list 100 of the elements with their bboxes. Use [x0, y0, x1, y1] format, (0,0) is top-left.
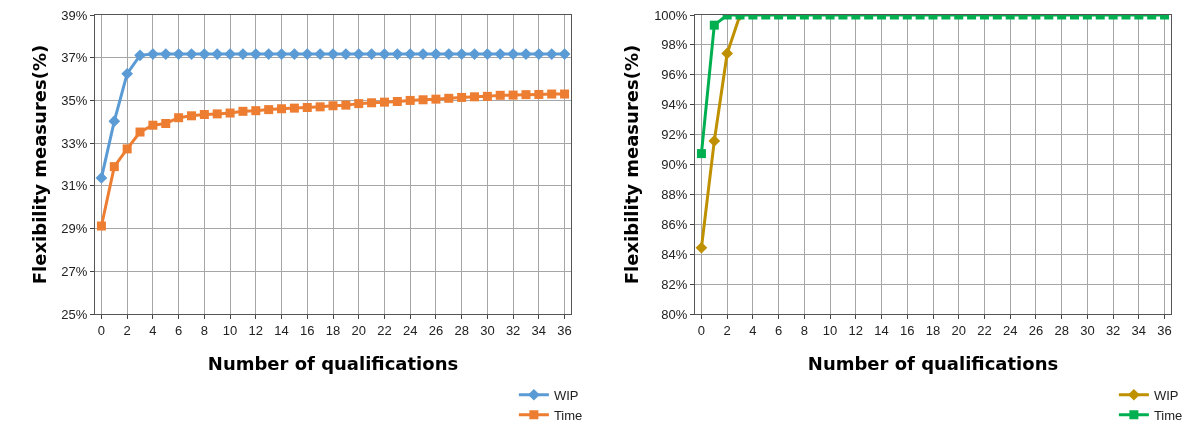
point [521, 90, 531, 100]
point [121, 67, 134, 80]
y-tick-label: 29% [61, 221, 88, 237]
x-tick-label: 22 [377, 322, 392, 338]
point [174, 113, 184, 123]
y-tick-label: 92% [661, 127, 688, 143]
point [547, 89, 557, 99]
point [470, 92, 480, 102]
y-tick-label: 96% [661, 67, 688, 83]
point [109, 162, 119, 172]
y-tick-label: 84% [661, 246, 688, 262]
legend-label: WIP [1153, 387, 1179, 403]
x-tick-label: 4 [749, 322, 757, 338]
point [444, 93, 454, 103]
y-tick-label: 37% [61, 50, 88, 66]
point [482, 91, 492, 101]
x-tick-label: 6 [175, 322, 183, 338]
y-tick-label: 33% [61, 135, 88, 151]
point [507, 48, 519, 60]
x-tick-label: 16 [900, 322, 915, 338]
point [225, 108, 235, 118]
x-tick-label: 16 [300, 322, 315, 338]
x-tick-label: 24 [1002, 322, 1018, 338]
x-tick-label: 8 [200, 322, 208, 338]
point [418, 95, 428, 105]
x-tick-label: 34 [1131, 322, 1147, 338]
y-axis-title: Flexibility measures(%) [621, 44, 643, 285]
point [161, 118, 171, 128]
x-tick-label: 32 [1105, 322, 1121, 338]
y-tick-label: 90% [661, 157, 688, 173]
point [708, 135, 721, 147]
point [147, 48, 159, 60]
x-tick-label: 20 [951, 322, 966, 338]
y-tick-label: 35% [61, 92, 88, 108]
x-tick-label: 18 [325, 322, 341, 338]
point [721, 47, 734, 60]
point [328, 101, 338, 111]
x-axis-title: Number of qualifications [807, 352, 1059, 374]
point [696, 149, 706, 159]
point [534, 89, 544, 99]
point [148, 120, 158, 130]
x-tick-label: 26 [428, 322, 444, 338]
point [135, 127, 145, 137]
x-tick-label: 28 [454, 322, 469, 338]
point [495, 90, 505, 100]
x-tick-label: 0 [97, 322, 106, 338]
y-tick-label: 39% [61, 7, 88, 23]
point [457, 92, 467, 102]
point [468, 48, 481, 60]
x-tick-label: 10 [822, 322, 838, 338]
legend-label: WIP [553, 387, 579, 403]
x-tick-label: 4 [149, 322, 157, 338]
point [122, 144, 132, 154]
point [695, 241, 708, 254]
point [430, 48, 442, 60]
point [264, 105, 274, 115]
x-tick-label: 0 [697, 322, 706, 338]
x-tick-label: 12 [248, 322, 264, 338]
point [302, 102, 312, 112]
point [95, 172, 108, 184]
point [379, 97, 389, 107]
legend-label: Time [553, 407, 583, 423]
point [315, 102, 325, 112]
y-tick-label: 86% [661, 216, 688, 232]
y-tick-label: 31% [61, 178, 88, 194]
x-axis-title: Number of qualifications [207, 352, 459, 374]
point [134, 49, 146, 62]
y-tick-label: 80% [661, 306, 688, 322]
point [289, 103, 299, 113]
y-axis-title: Flexibility measures(%) [28, 44, 50, 285]
point [251, 106, 261, 116]
point [392, 97, 402, 106]
x-tick-label: 6 [775, 322, 783, 338]
point [560, 89, 570, 99]
x-tick-label: 14 [274, 322, 289, 338]
y-tick-label: 82% [661, 276, 688, 292]
point [341, 100, 351, 110]
x-tick-label: 2 [123, 322, 131, 338]
point [405, 95, 415, 105]
x-tick-label: 26 [1028, 322, 1044, 338]
x-tick-label: 24 [402, 322, 418, 338]
y-tick-label: 100% [654, 7, 688, 23]
y-tick-label: 27% [61, 263, 88, 279]
x-tick-label: 36 [557, 322, 572, 338]
x-tick-label: 32 [505, 322, 521, 338]
point [186, 111, 196, 121]
point [212, 109, 222, 119]
y-tick-label: 88% [661, 186, 688, 202]
x-tick-label: 30 [480, 322, 495, 338]
x-tick-label: 34 [531, 322, 547, 338]
point [185, 48, 198, 60]
point [224, 48, 236, 60]
y-tick-label: 25% [61, 306, 88, 322]
point [431, 94, 441, 104]
x-tick-label: 14 [874, 322, 889, 338]
x-tick-label: 10 [222, 322, 238, 338]
point [199, 110, 209, 120]
point [314, 48, 326, 60]
point [108, 115, 121, 127]
x-tick-label: 30 [1080, 322, 1095, 338]
